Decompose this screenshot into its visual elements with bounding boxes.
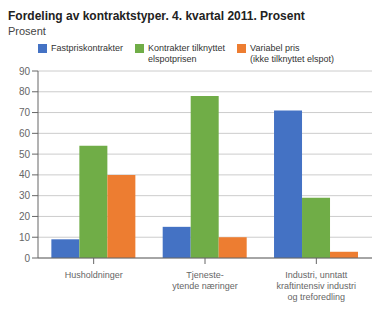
html-text:Fordeling av kontraktstyper. 4: Fordeling av kontraktstyper. 4. kvartal …: [8, 9, 305, 23]
svg-text:90: 90: [19, 66, 31, 77]
svg-text:Tjeneste-ytende næringer: Tjeneste-ytende næringer: [172, 270, 238, 291]
html-text:Prosent: Prosent: [8, 25, 46, 37]
svg-text:20: 20: [19, 211, 31, 222]
svg-text:30: 30: [19, 190, 31, 201]
svg-text:Husholdninger: Husholdninger: [65, 270, 123, 280]
svg-text:Industri, unntattkraftintensiv: Industri, unntattkraftintensiv industrio…: [277, 270, 357, 302]
svg-text:40: 40: [19, 169, 31, 180]
svg-text:60: 60: [19, 128, 31, 139]
svg-text:10: 10: [19, 232, 31, 243]
html-text:Fastpriskontrakter: Fastpriskontrakter: [51, 43, 123, 53]
svg-text:0: 0: [24, 253, 30, 264]
svg-text:70: 70: [19, 107, 31, 118]
html-text:Variabel pris (ikke tilknyttet: Variabel pris (ikke tilknyttet elspot): [250, 43, 335, 64]
svg-text:50: 50: [19, 149, 31, 160]
html-text:Kontrakter tilknyttet elspotpr: Kontrakter tilknyttet elspotprisen: [148, 43, 226, 64]
svg-text:80: 80: [19, 86, 31, 97]
